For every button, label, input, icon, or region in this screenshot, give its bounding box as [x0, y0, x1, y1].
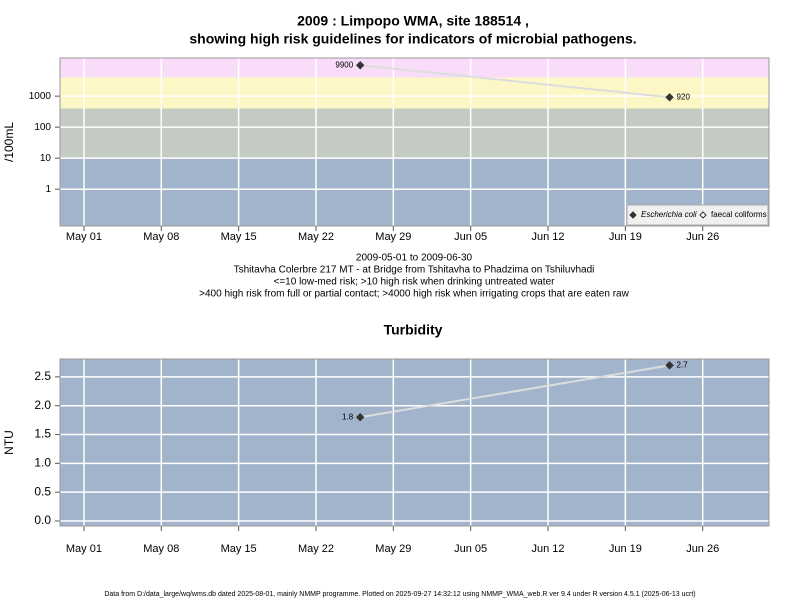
legend-label: Escherichia coli — [641, 210, 697, 219]
y-axis-label: /100mL — [2, 122, 16, 162]
x-tick-label: May 22 — [298, 543, 334, 555]
risk-band — [60, 108, 769, 159]
x-tick-label: May 08 — [143, 543, 179, 555]
x-tick-label: May 29 — [375, 231, 411, 243]
y-tick-label: 2.5 — [34, 369, 51, 383]
plot-border — [59, 358, 770, 527]
x-tick-label: May 01 — [66, 231, 102, 243]
x-tick-label: May 22 — [298, 231, 334, 243]
data-label: 1.8 — [342, 412, 354, 421]
y-tick-label: 1.5 — [34, 427, 51, 441]
data-point — [355, 61, 365, 70]
y-axis-label: NTU — [2, 430, 16, 455]
data-point — [665, 93, 674, 102]
x-tick-label: Jun 19 — [609, 543, 642, 555]
series-line — [360, 64, 670, 99]
data-label: 2.7 — [677, 360, 689, 369]
y-tick-label: 1.0 — [34, 456, 51, 470]
y-tick-label: 1 — [45, 184, 51, 195]
plot-background — [60, 359, 769, 526]
plot-border — [59, 57, 770, 227]
x-tick-label: Jun 26 — [686, 231, 719, 243]
chart-title: 2009 : Limpopo WMA, site 188514 , — [297, 13, 529, 29]
y-tick-label: 2.0 — [34, 398, 51, 412]
x-tick-label: Jun 12 — [531, 543, 564, 555]
y-tick-label: 10 — [40, 153, 52, 164]
data-point — [665, 361, 674, 370]
data-label: 920 — [677, 92, 691, 101]
series-line — [360, 364, 670, 419]
x-tick-label: May 15 — [221, 231, 257, 243]
chart-title: Turbidity — [384, 322, 443, 338]
note: >400 high risk from full or partial cont… — [199, 289, 629, 300]
x-tick-label: May 08 — [143, 231, 179, 243]
legend-box — [626, 204, 769, 226]
footer: Data from D:/data_large/wq/wms.db dated … — [104, 591, 695, 598]
y-tick-label: 0.5 — [34, 484, 51, 498]
x-tick-label: Jun 26 — [686, 543, 719, 555]
legend-marker — [629, 211, 637, 219]
x-tick-label: Jun 12 — [531, 231, 564, 243]
x-tick-label: May 15 — [221, 543, 257, 555]
note: <=10 low-med risk; >10 high risk when dr… — [274, 277, 556, 288]
x-tick-label: Jun 05 — [454, 231, 487, 243]
y-tick-label: 1000 — [29, 91, 52, 102]
x-tick-label: Jun 19 — [609, 231, 642, 243]
legend-marker — [699, 211, 707, 219]
legend-label: faecal coliforms — [711, 210, 767, 219]
x-tick-label: Jun 05 — [454, 543, 487, 555]
risk-band — [60, 77, 769, 109]
chart-title: showing high risk guidelines for indicat… — [189, 31, 636, 47]
x-tick-label: May 01 — [66, 543, 102, 555]
note: 2009-05-01 to 2009-06-30 — [356, 253, 473, 264]
note: Tshitavha Colerbre 217 MT - at Bridge fr… — [234, 265, 595, 276]
data-label: 9900 — [335, 60, 353, 69]
y-tick-label: 0.0 — [34, 513, 51, 527]
risk-band — [60, 58, 769, 78]
x-tick-label: May 29 — [375, 543, 411, 555]
y-tick-label: 100 — [34, 122, 51, 133]
data-point — [355, 413, 365, 422]
